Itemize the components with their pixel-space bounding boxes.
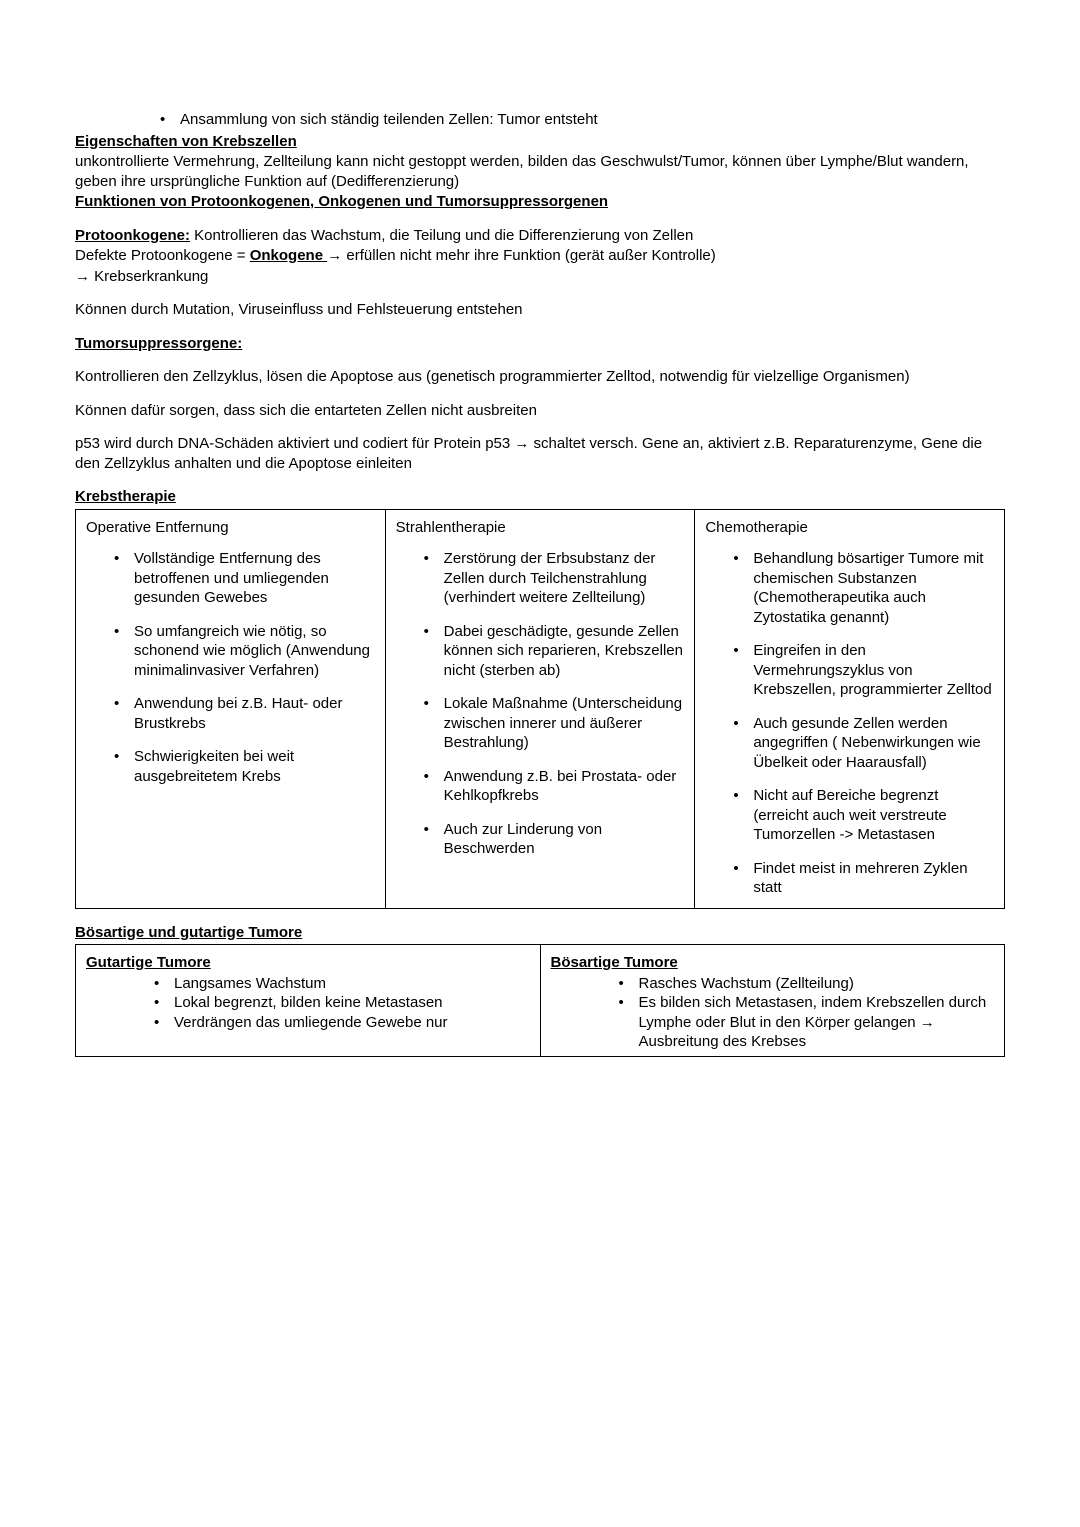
list-item: So umfangreich wie nötig, so schonend wi…	[114, 622, 375, 681]
list-item: Behandlung bösartiger Tumore mit chemisc…	[733, 549, 994, 627]
text-defekte-pre: Defekte Protoonkogene =	[75, 247, 250, 264]
therapy-col1-list: Vollständige Entfernung des betroffenen …	[86, 549, 375, 786]
list-item: Lokale Maßnahme (Unterscheidung zwischen…	[424, 694, 685, 753]
tumors-left-list: Langsames Wachstum Lokal begrenzt, bilde…	[86, 974, 530, 1033]
list-item: Eingreifen in den Vermehrungszyklus von …	[733, 641, 994, 700]
heading-funktionen: Funktionen von Protoonkogenen, Onkogenen…	[75, 192, 1005, 212]
list-item: Verdrängen das umliegende Gewebe nur	[154, 1013, 530, 1033]
therapy-col-strahlen: Strahlentherapie Zerstörung der Erbsubst…	[385, 509, 695, 908]
list-item: Nicht auf Bereiche begrenzt (erreicht au…	[733, 786, 994, 845]
paragraph-mutation: Können durch Mutation, Viruseinfluss und…	[75, 300, 1005, 320]
heading-eigenschaften: Eigenschaften von Krebszellen	[75, 132, 1005, 152]
therapy-table: Operative Entfernung Vollständige Entfer…	[75, 509, 1005, 909]
list-item: Schwierigkeiten bei weit ausgebreitetem …	[114, 747, 375, 786]
bullet-dot: •	[160, 110, 180, 130]
tumors-col-boesartig: Bösartige Tumore Rasches Wachstum (Zellt…	[540, 945, 1005, 1057]
list-item: Auch gesunde Zellen werden angegriffen (…	[733, 714, 994, 773]
paragraph-zellzyklus: Kontrollieren den Zellzyklus, lösen die …	[75, 367, 1005, 387]
list-item: Es bilden sich Metastasen, indem Krebsze…	[619, 993, 995, 1052]
intro-bullet-text: Ansammlung von sich ständig teilenden Ze…	[180, 110, 598, 130]
list-item: Dabei geschädigte, gesunde Zellen können…	[424, 622, 685, 681]
list-item: Zerstörung der Erbsubstanz der Zellen du…	[424, 549, 685, 608]
list-item: Anwendung bei z.B. Haut- oder Brustkrebs	[114, 694, 375, 733]
heading-krebstherapie: Krebstherapie	[75, 487, 1005, 507]
paragraph-defekte: Defekte Protoonkogene = Onkogene → erfül…	[75, 246, 1005, 266]
tumors-right-title: Bösartige Tumore	[551, 953, 995, 973]
therapy-col2-title: Strahlentherapie	[396, 518, 685, 538]
tumors-right-list: Rasches Wachstum (Zellteilung) Es bilden…	[551, 974, 995, 1052]
therapy-col3-list: Behandlung bösartiger Tumore mit chemisc…	[705, 549, 994, 898]
tumors-left-title: Gutartige Tumore	[86, 953, 530, 973]
therapy-col-operative: Operative Entfernung Vollständige Entfer…	[76, 509, 386, 908]
tumors-table: Gutartige Tumore Langsames Wachstum Loka…	[75, 944, 1005, 1057]
list-item: Anwendung z.B. bei Prostata- oder Kehlko…	[424, 767, 685, 806]
heading-tumore: Bösartige und gutartige Tumore	[75, 923, 1005, 943]
paragraph-protoonkogene: Protoonkogene: Kontrollieren das Wachstu…	[75, 226, 1005, 246]
list-item: Findet meist in mehreren Zyklen statt	[733, 859, 994, 898]
paragraph-p53: p53 wird durch DNA-Schäden aktiviert und…	[75, 434, 1005, 473]
list-item: Rasches Wachstum (Zellteilung)	[619, 974, 995, 994]
list-item: Lokal begrenzt, bilden keine Metastasen	[154, 993, 530, 1013]
therapy-col2-list: Zerstörung der Erbsubstanz der Zellen du…	[396, 549, 685, 859]
list-item: Auch zur Linderung von Beschwerden	[424, 820, 685, 859]
paragraph-eigenschaften: unkontrollierte Vermehrung, Zellteilung …	[75, 152, 1005, 191]
list-item: Langsames Wachstum	[154, 974, 530, 994]
therapy-col1-title: Operative Entfernung	[86, 518, 375, 538]
text-protoonkogene: Kontrollieren das Wachstum, die Teilung …	[190, 227, 693, 244]
therapy-col3-title: Chemotherapie	[705, 518, 994, 538]
label-onkogene: Onkogene	[250, 247, 328, 264]
label-protoonkogene: Protoonkogene:	[75, 227, 190, 244]
tumors-col-gutartig: Gutartige Tumore Langsames Wachstum Loka…	[76, 945, 541, 1057]
paragraph-ausbreiten: Können dafür sorgen, dass sich die entar…	[75, 401, 1005, 421]
heading-tumorsuppressor: Tumorsuppressorgene:	[75, 334, 1005, 354]
text-defekte-post: → erfüllen nicht mehr ihre Funktion (ger…	[327, 247, 716, 264]
therapy-col-chemo: Chemotherapie Behandlung bösartiger Tumo…	[695, 509, 1005, 908]
list-item: Vollständige Entfernung des betroffenen …	[114, 549, 375, 608]
intro-bullet-row: • Ansammlung von sich ständig teilenden …	[75, 110, 1005, 130]
paragraph-krebserkrankung: → Krebserkrankung	[75, 267, 1005, 287]
